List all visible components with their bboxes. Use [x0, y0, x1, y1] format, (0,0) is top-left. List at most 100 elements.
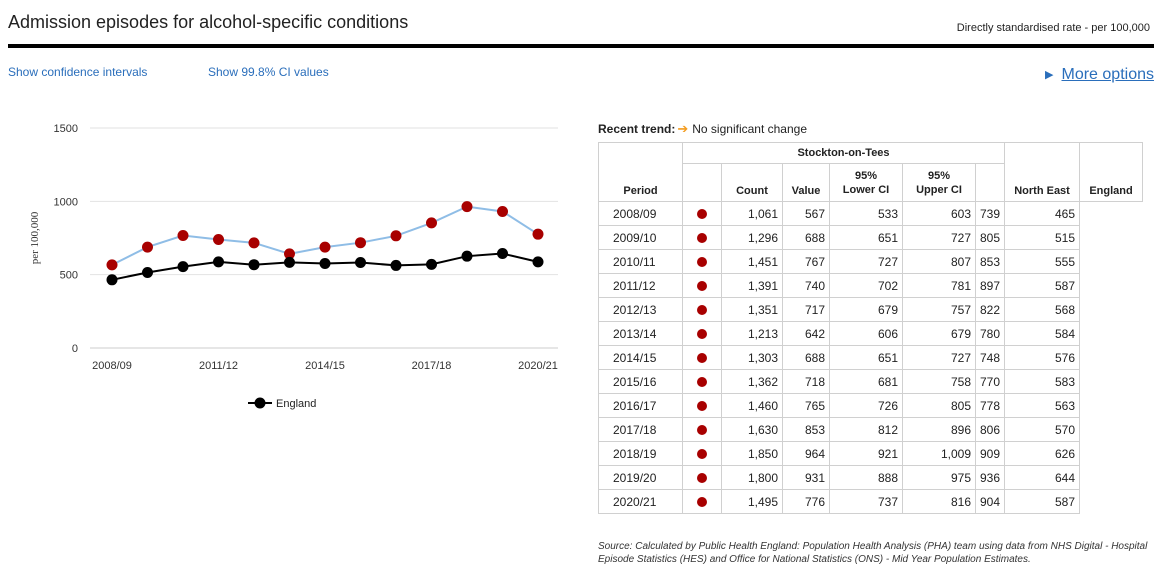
col-value: Value	[782, 163, 830, 202]
source-note: Source: Calculated by Public Health Engl…	[598, 541, 1148, 565]
data-point	[461, 201, 473, 213]
cell-upper-ci: 896	[902, 417, 976, 442]
data-point	[213, 256, 224, 268]
cell-lower-ci: 737	[829, 489, 903, 514]
cell-lower-ci: 681	[829, 369, 903, 394]
cell-marker	[682, 369, 722, 394]
show-998-ci-link[interactable]: Show 99.8% CI values	[208, 65, 329, 79]
data-point	[284, 256, 295, 268]
data-point	[497, 248, 508, 260]
cell-north-east: 780	[974, 321, 1006, 346]
col-lower-ci: 95% Lower CI	[829, 163, 903, 202]
cell-count: 1,296	[721, 225, 783, 250]
data-point	[213, 233, 224, 245]
significance-marker-icon	[697, 233, 707, 244]
cell-upper-ci: 816	[902, 489, 976, 514]
cell-england: 583	[1004, 369, 1081, 394]
cell-period: 2013/14	[598, 321, 683, 346]
cell-value: 718	[782, 369, 830, 394]
cell-marker	[682, 273, 722, 298]
cell-marker	[682, 297, 722, 322]
cell-count: 1,850	[721, 441, 783, 466]
cell-value: 776	[782, 489, 830, 514]
col-group-area: Stockton-on-Tees	[681, 142, 1006, 164]
rate-label: Directly standardised rate - per 100,000	[956, 22, 1150, 34]
cell-north-east: 853	[974, 249, 1006, 274]
x-tick-label: 2011/12	[199, 360, 238, 372]
cell-lower-ci: 727	[829, 249, 903, 274]
data-point	[461, 250, 473, 262]
significance-marker-icon	[697, 209, 707, 220]
page-title: Admission episodes for alcohol-specific …	[8, 12, 409, 32]
cell-marker	[682, 489, 722, 514]
cell-upper-ci: 679	[902, 321, 976, 346]
significance-marker-icon	[697, 473, 707, 484]
cell-marker	[682, 465, 722, 490]
cell-value: 853	[782, 417, 830, 442]
cell-count: 1,451	[721, 249, 783, 274]
cell-count: 1,630	[721, 417, 783, 442]
show-confidence-intervals-link[interactable]: Show confidence intervals	[8, 65, 148, 79]
table-row: 2012/13 1,351 717 679 757 822 568	[598, 297, 1143, 322]
data-point	[106, 259, 118, 271]
x-tick-label: 2017/18	[412, 360, 452, 372]
significance-marker-icon	[697, 425, 707, 436]
cell-value: 642	[782, 321, 830, 346]
recent-trend-text: No significant change	[692, 122, 807, 136]
data-point	[355, 256, 366, 268]
y-tick-label: 0	[72, 343, 78, 355]
significance-marker-icon	[697, 353, 707, 364]
cell-england: 626	[1004, 441, 1081, 466]
table-row: 2010/11 1,451 767 727 807 853 555	[598, 249, 1143, 274]
cell-count: 1,391	[721, 273, 783, 298]
cell-marker	[682, 345, 722, 370]
cell-value: 931	[782, 465, 830, 490]
col-england: England	[1079, 142, 1144, 202]
cell-marker	[682, 201, 722, 226]
cell-marker	[682, 225, 722, 250]
recent-trend: Recent trend: ➔ No significant change	[598, 121, 807, 137]
col-upper-ci: 95% Upper CI	[902, 163, 976, 202]
y-tick-label: 500	[60, 270, 78, 282]
data-point	[532, 228, 544, 240]
cell-north-east: 897	[974, 273, 1006, 298]
cell-upper-ci: 1,009	[902, 441, 976, 466]
play-triangle-icon: ▶	[1045, 69, 1054, 81]
recent-trend-label: Recent trend:	[598, 122, 676, 136]
table-row: 2009/10 1,296 688 651 727 805 515	[598, 225, 1143, 250]
table-row: 2015/16 1,362 718 681 758 770 583	[598, 369, 1143, 394]
cell-england: 563	[1004, 393, 1081, 418]
cell-value: 767	[782, 249, 830, 274]
cell-period: 2010/11	[598, 249, 683, 274]
significance-marker-icon	[697, 449, 707, 460]
table-row: 2017/18 1,630 853 812 896 806 570	[598, 417, 1143, 442]
data-point	[390, 230, 402, 242]
cell-period: 2015/16	[598, 369, 683, 394]
cell-north-east: 748	[974, 345, 1006, 370]
table-row: 2014/15 1,303 688 651 727 748 576	[598, 345, 1143, 370]
cell-upper-ci: 758	[902, 369, 976, 394]
cell-england: 555	[1004, 249, 1081, 274]
cell-count: 1,495	[721, 489, 783, 514]
cell-north-east: 805	[974, 225, 1006, 250]
data-point	[497, 205, 508, 217]
cell-north-east: 739	[974, 201, 1006, 226]
cell-marker	[682, 417, 722, 442]
y-tick-label: 1000	[54, 196, 78, 208]
x-tick-label: 2008/09	[92, 360, 132, 372]
cell-north-east: 822	[974, 297, 1006, 322]
cell-england: 568	[1004, 297, 1081, 322]
significance-marker-icon	[697, 497, 707, 508]
data-point	[248, 259, 260, 271]
cell-period: 2009/10	[598, 225, 683, 250]
cell-count: 1,362	[721, 369, 783, 394]
table-row: 2011/12 1,391 740 702 781 897 587	[598, 273, 1143, 298]
cell-lower-ci: 812	[829, 417, 903, 442]
col-marker	[682, 163, 722, 202]
cell-period: 2017/18	[598, 417, 683, 442]
cell-north-east: 936	[974, 465, 1006, 490]
cell-period: 2011/12	[598, 273, 683, 298]
more-options-link[interactable]: ▶ More options	[1045, 66, 1154, 84]
cell-value: 717	[782, 297, 830, 322]
cell-period: 2014/15	[598, 345, 683, 370]
